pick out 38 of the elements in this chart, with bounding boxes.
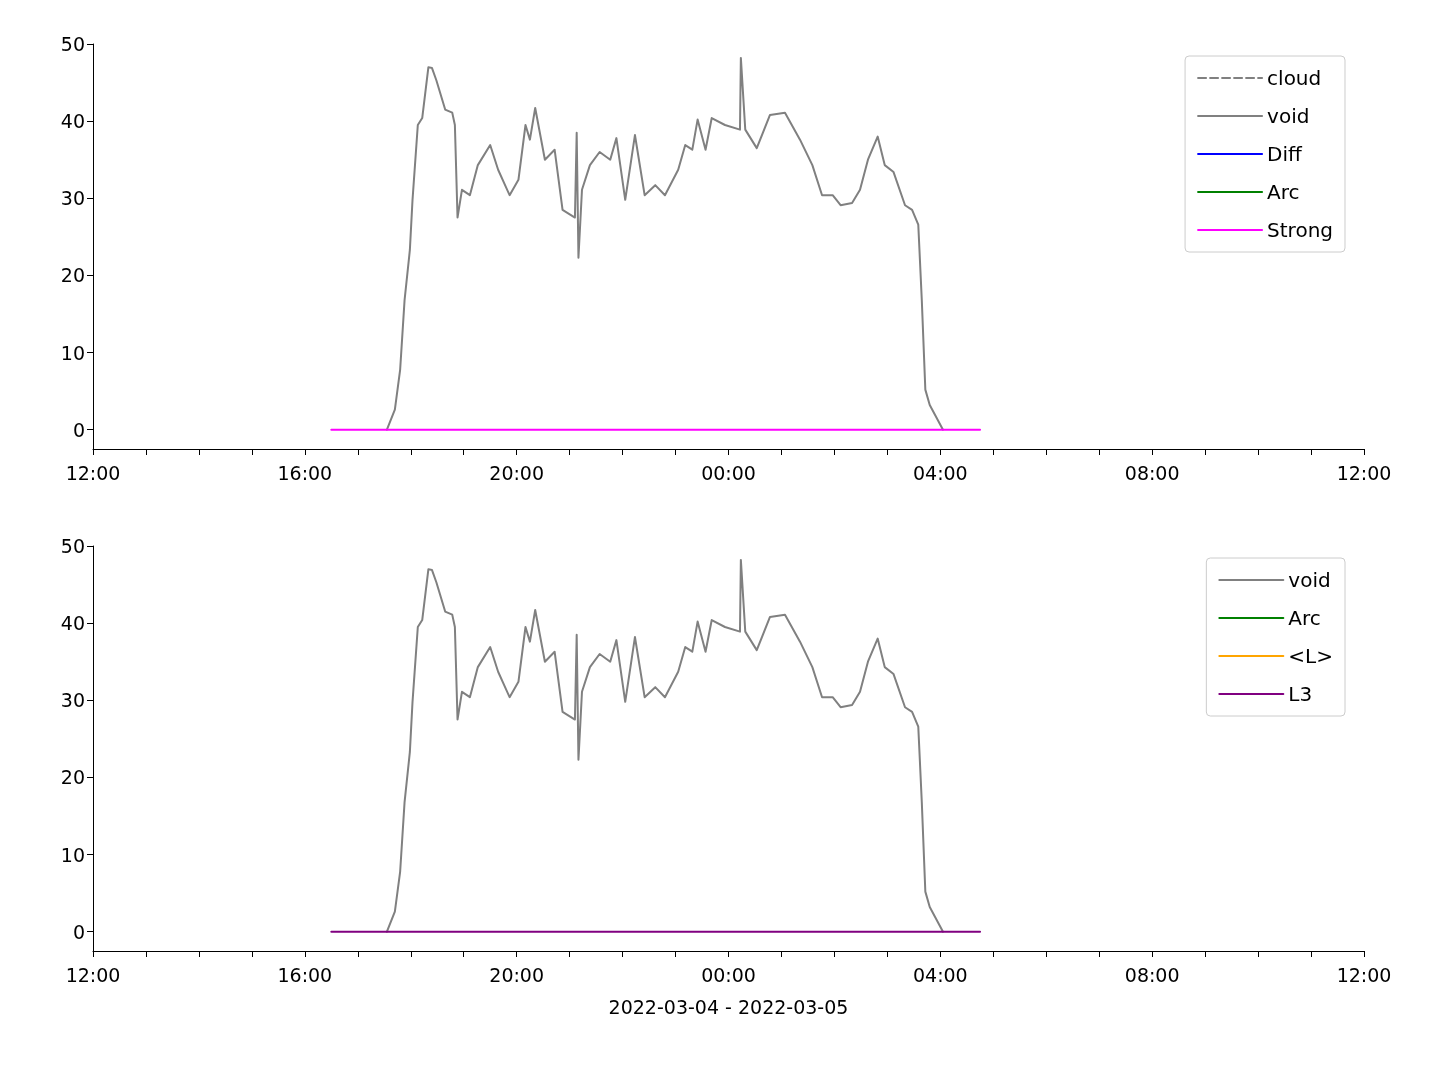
x-tick-label: 16:00 xyxy=(277,963,333,986)
x-tick-label: 00:00 xyxy=(701,963,756,986)
x-tick-label: 16:00 xyxy=(277,461,333,484)
y-tick-label: 50 xyxy=(60,33,85,55)
y-tick-label: 30 xyxy=(60,187,85,210)
x-tick-label: 00:00 xyxy=(701,461,756,484)
legend-label: <L> xyxy=(1288,644,1334,668)
y-tick-label: 40 xyxy=(60,612,85,635)
y-tick-label: 0 xyxy=(72,418,85,441)
x-tick-label: 08:00 xyxy=(1124,963,1180,986)
y-tick-label: 50 xyxy=(60,535,85,557)
y-tick-label: 30 xyxy=(60,689,85,712)
legend-label: Arc xyxy=(1288,606,1321,630)
x-tick-label: 12:00 xyxy=(65,461,121,484)
y-tick-label: 0 xyxy=(72,920,85,943)
legend-label: Diff xyxy=(1267,142,1304,166)
line-series xyxy=(385,56,944,431)
x-tick-label: 12:00 xyxy=(65,963,121,986)
legend-label: Strong xyxy=(1267,218,1334,242)
x-tick-label: 12:00 xyxy=(1336,963,1392,986)
y-tick-label: 10 xyxy=(60,843,85,866)
x-tick-label: 04:00 xyxy=(912,461,968,484)
legend-label: void xyxy=(1267,104,1310,128)
legend-label: cloud xyxy=(1267,66,1322,90)
y-tick-label: 10 xyxy=(60,341,85,364)
y-tick-label: 40 xyxy=(60,110,85,133)
line-series xyxy=(385,558,944,933)
x-tick-label: 20:00 xyxy=(489,461,545,484)
x-tick-label: 20:00 xyxy=(489,963,545,986)
x-tick-label: 08:00 xyxy=(1124,461,1180,484)
x-axis-title: 2022-03-04 - 2022-03-05 xyxy=(608,995,849,1018)
legend-label: Arc xyxy=(1267,180,1300,204)
y-tick-label: 20 xyxy=(60,766,85,789)
x-tick-label: 04:00 xyxy=(912,963,968,986)
y-tick-label: 20 xyxy=(60,264,85,287)
legend-label: void xyxy=(1288,568,1331,592)
x-tick-label: 12:00 xyxy=(1336,461,1392,484)
legend-label: L3 xyxy=(1288,682,1313,706)
